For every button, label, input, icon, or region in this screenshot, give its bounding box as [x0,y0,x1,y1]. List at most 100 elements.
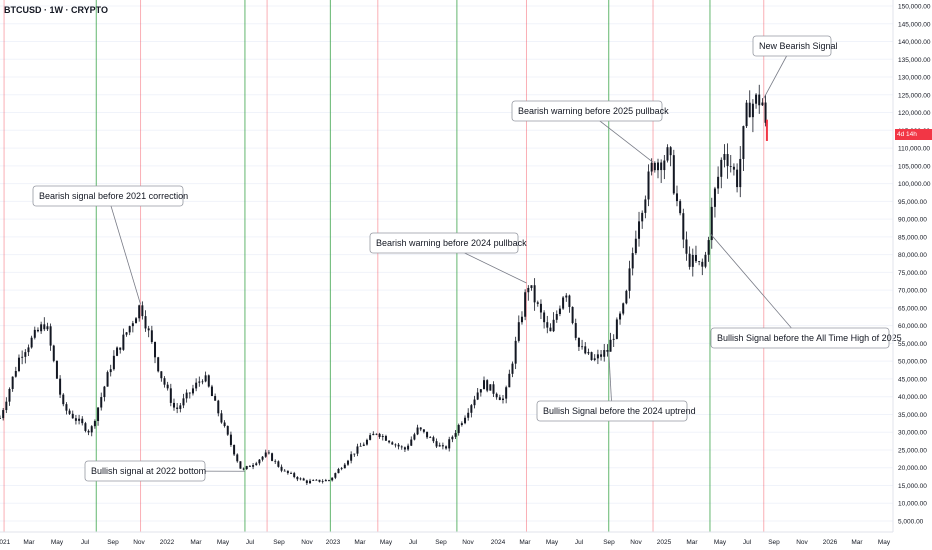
x-tick-label: 2025 [657,539,672,546]
candle-body [337,469,340,474]
candle-body [527,287,530,293]
callout-label: Bullish Signal before the All Time High … [717,333,902,343]
candle-body [271,453,274,461]
candle-body [0,418,1,419]
candle-body-current [765,119,768,141]
candle-body [252,465,255,467]
candle-body [473,399,476,406]
candle-body [628,268,631,291]
y-tick-label: 60,000.00 [898,323,927,330]
candle-body [119,347,122,350]
callout-label: New Bearish Signal [759,41,838,51]
candle-body [125,332,128,335]
candle-body [672,155,675,194]
candle-body [220,413,223,423]
x-tick-label: Sep [435,539,447,546]
candle-body [732,166,735,170]
x-tick-label: Jul [409,539,418,546]
y-tick-label: 50,000.00 [898,359,927,366]
candle-body [112,355,115,370]
x-tick-label: 2023 [326,539,341,546]
x-tick-label: Mar [190,539,202,546]
callout-pointer [709,233,801,339]
candle-body [68,410,71,414]
candle-body [631,253,634,269]
candle-body [448,439,451,449]
x-tick-label: Jul [743,539,752,546]
candle-body [748,102,751,118]
candle-body [2,410,5,419]
y-tick-label: 130,000.00 [898,75,931,82]
candle-body [226,426,229,435]
candle-body [691,254,694,267]
callout-box [32,185,184,207]
candle-body [381,436,384,437]
x-tick-label: Jul [81,539,90,546]
y-tick-label: 90,000.00 [898,217,927,224]
candle-body [128,326,131,333]
candle-body [305,480,308,484]
x-tick-label: May [380,539,393,546]
y-tick-label: 120,000.00 [898,110,931,117]
callout-box [536,400,688,422]
candle-body [562,297,565,309]
y-tick-label: 125,000.00 [898,92,931,99]
candle-body [59,378,62,395]
candle-body [609,339,612,352]
candle-body [606,350,609,352]
candle-body [536,302,539,304]
candle-body [419,427,422,430]
x-tick-label: Sep [603,539,615,546]
callout-box [84,460,206,482]
candle-body [135,318,138,324]
candle-body [717,176,720,189]
candle-body [27,347,30,353]
candle-body [565,295,568,298]
candle-body [694,254,697,262]
candle-body [258,459,261,464]
candle-body [438,445,441,447]
candle-body [14,370,17,377]
candle-body [584,346,587,354]
candle-body [356,446,359,454]
candle-body [40,324,43,332]
candle-body [182,398,185,406]
candle-body [742,126,745,159]
candle-body [318,479,321,482]
candle-body [328,480,330,481]
candle-body [5,401,8,411]
candle-body [84,423,87,431]
candle-body [21,356,24,358]
candle-body [590,352,593,360]
candle-body [492,384,495,394]
candle-body [166,384,169,389]
candle-body [625,290,628,304]
candle-body [87,430,90,433]
callout-label: Bearish signal before 2021 correction [39,191,188,201]
candle-body [479,389,482,393]
candle-body [615,319,618,339]
y-tick-label: 15,000.00 [898,483,927,490]
candle-body [713,188,716,207]
candle-body [78,418,81,421]
candle-body [751,103,754,118]
candle-body [723,154,726,160]
candle-body [369,435,372,440]
candle-body [501,398,504,401]
candle-body [397,444,400,447]
candle-body [116,347,119,356]
candle-body [593,358,596,360]
candle-body [150,330,153,342]
y-tick-label: 135,000.00 [898,57,931,64]
candle-body [217,400,220,414]
candle-body [498,397,501,401]
candle-body [179,405,182,409]
candle-body [97,407,100,421]
callout-box [710,327,890,349]
y-tick-label: 80,000.00 [898,252,927,259]
countdown-price-tag: 4d 14h [895,129,932,140]
candle-body [533,285,536,303]
candle-body [612,338,615,340]
x-tick-label: Nov [796,539,808,546]
